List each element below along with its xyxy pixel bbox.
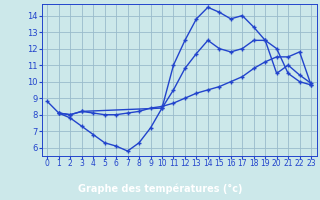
Text: Graphe des températures (°c): Graphe des températures (°c) — [78, 183, 242, 194]
